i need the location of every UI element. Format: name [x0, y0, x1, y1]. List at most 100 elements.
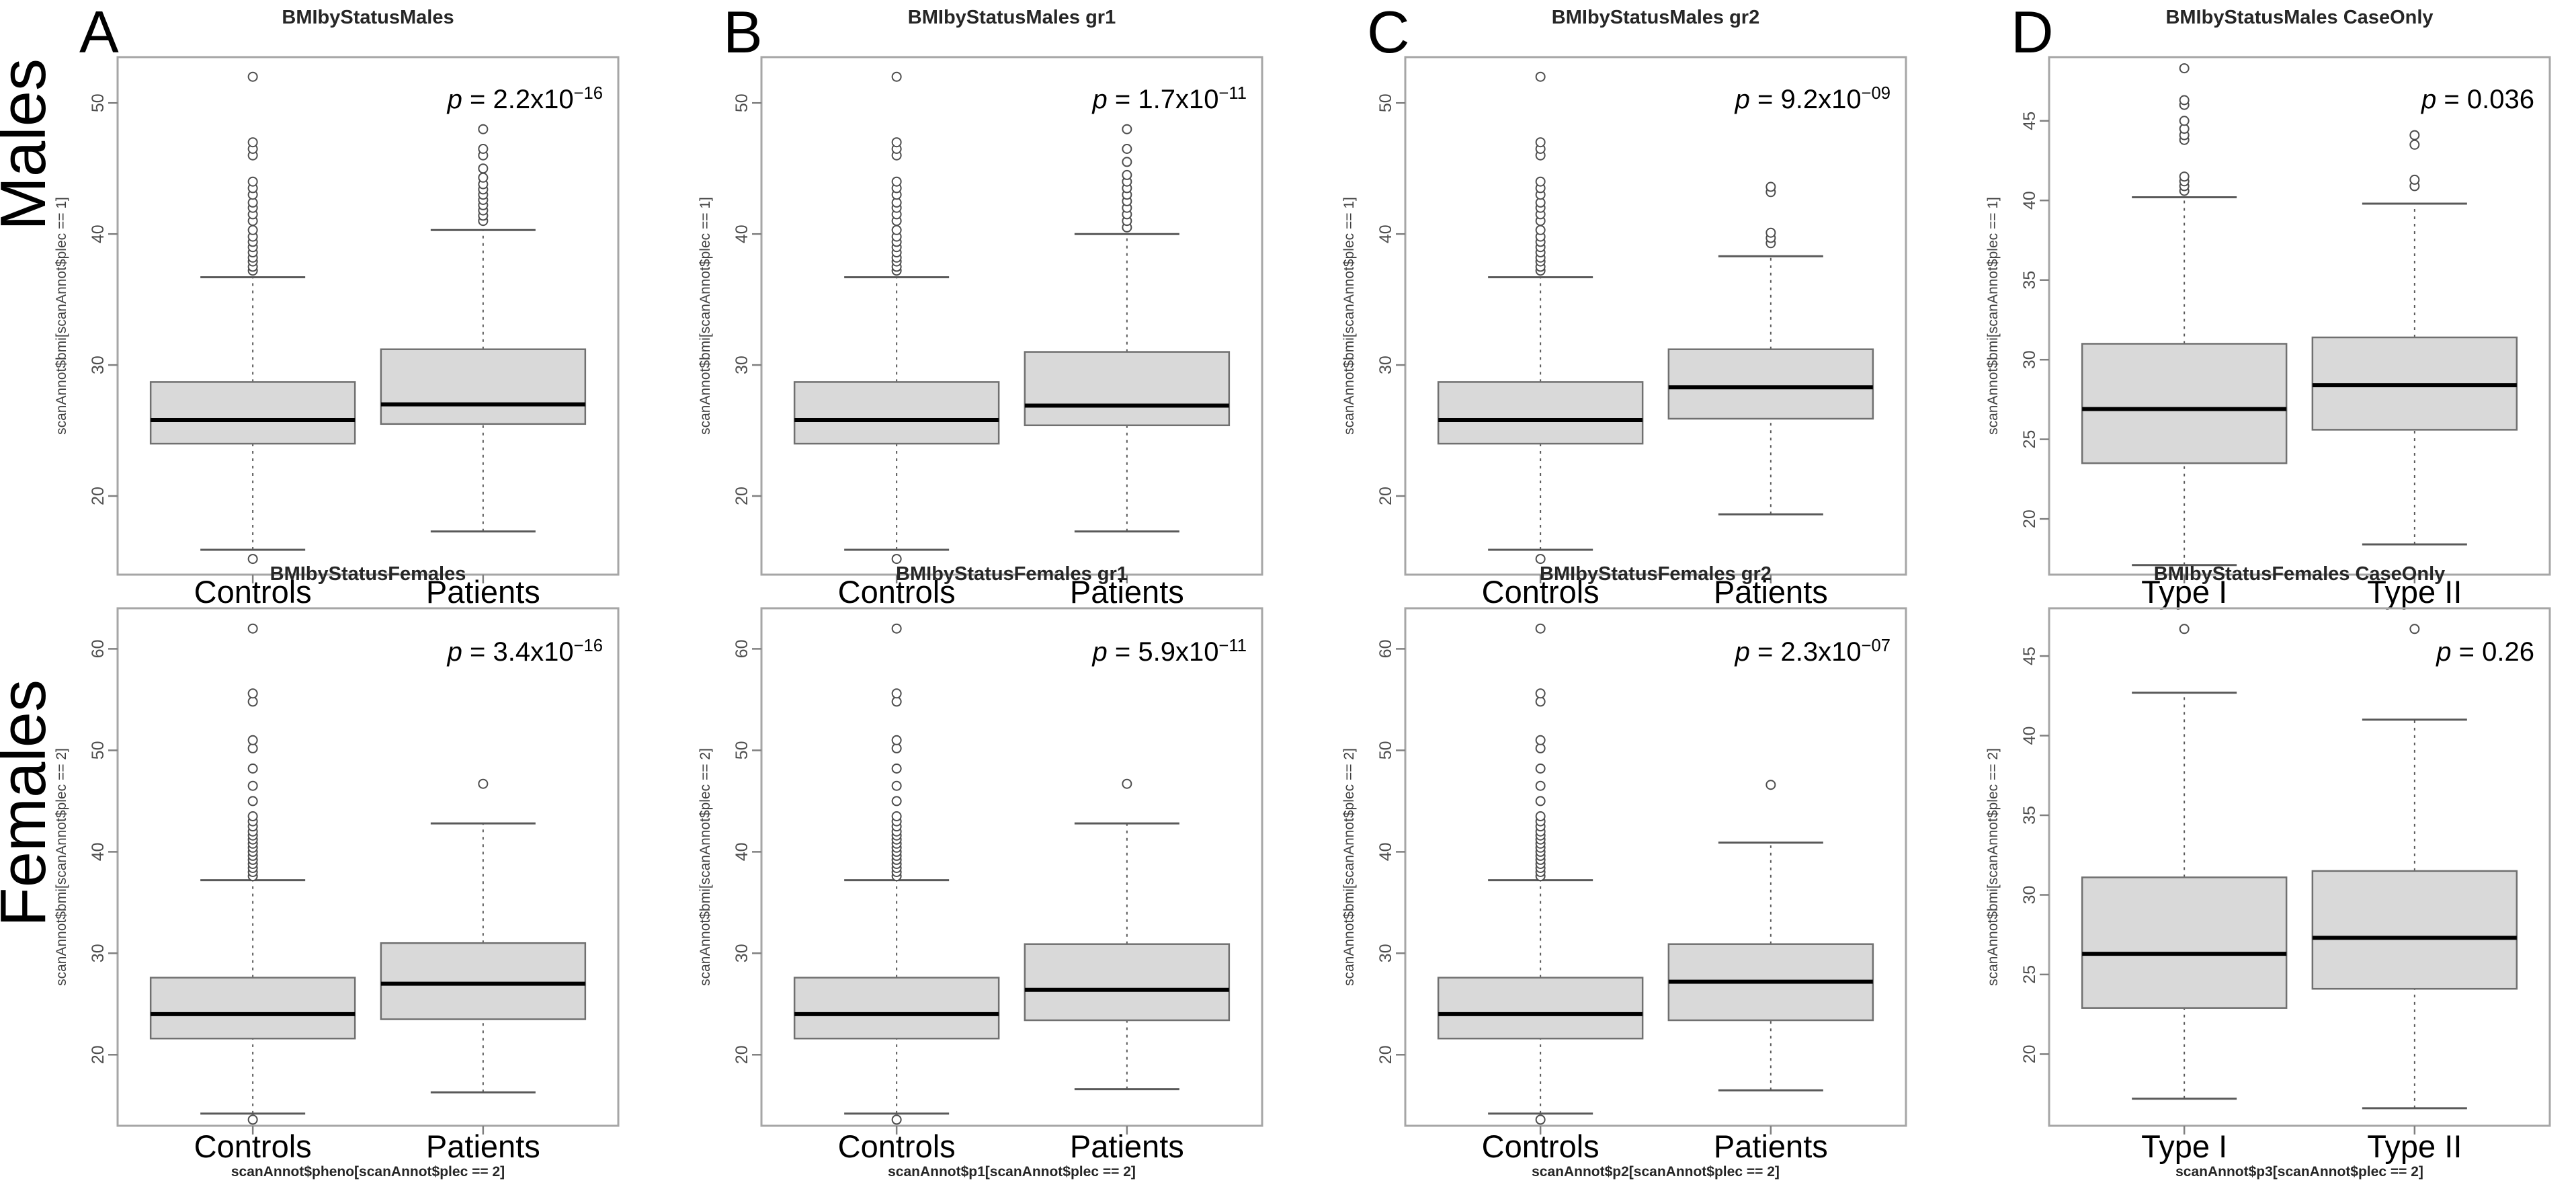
plot-frame	[116, 56, 620, 576]
p-symbol: p	[1092, 85, 1108, 114]
p-value: p = 1.7x10−11	[761, 83, 1247, 115]
y-tick-label: 50	[733, 93, 751, 112]
outlier-point	[247, 735, 258, 745]
outlier-point	[247, 224, 258, 235]
outlier-point	[1535, 176, 1546, 187]
outlier-point	[247, 623, 258, 634]
p-symbol: p	[447, 85, 462, 114]
outlier-point	[891, 224, 902, 235]
p-exponent: −16	[573, 636, 603, 655]
outlier-point	[478, 144, 489, 154]
y-tick-label: 50	[89, 741, 108, 759]
outlier-point	[1765, 780, 1776, 790]
x-category-label: Type II	[2367, 1128, 2462, 1164]
y-tick-label: 30	[733, 356, 751, 374]
outlier-point	[2409, 130, 2420, 140]
boxplot-svg: 20 30 40 50 60 scanAnnot$bmi[scanAnnot$plec =…	[1341, 607, 1907, 1135]
x-category-label: Controls	[194, 1128, 312, 1164]
outlier-point	[247, 780, 258, 791]
p-equals: =	[1107, 637, 1138, 667]
p-exponent: −11	[1218, 83, 1247, 103]
outlier-point	[1122, 169, 1132, 180]
p-value: p = 2.3x10−07	[1405, 636, 1891, 667]
p-value: p = 0.26	[2049, 637, 2534, 667]
iqr-box	[1024, 943, 1231, 1022]
y-tick-label: 20	[89, 487, 108, 505]
outlier-point	[1535, 1114, 1546, 1125]
y-tick-label: 60	[733, 639, 751, 658]
outlier-point	[1535, 764, 1546, 774]
iqr-box	[380, 348, 587, 425]
outlier-point	[247, 71, 258, 82]
outlier-point	[247, 743, 258, 753]
outlier-point	[2409, 139, 2420, 150]
outlier-point	[2409, 624, 2420, 634]
y-tick-label: 50	[89, 93, 108, 112]
y-tick-label: 20	[1376, 1045, 1395, 1064]
y-tick-label: 30	[1376, 944, 1395, 962]
y-tick-label: 30	[733, 944, 751, 962]
p-equals: =	[2451, 637, 2483, 667]
p-equals: =	[462, 637, 493, 667]
boxplot-svg: 20 25 30 35 40 45 scanAnnot$bmi[scanAnnot$plec…	[1985, 56, 2551, 583]
outlier-point	[1535, 554, 1546, 565]
x-category-label: Controls	[1481, 574, 1599, 610]
y-tick-label: 30	[89, 944, 108, 962]
axis-caption: scanAnnot$p2[scanAnnot$plec == 2]	[1532, 1164, 1780, 1180]
outlier-point	[1535, 224, 1546, 235]
outlier-point	[1535, 71, 1546, 82]
y-tick-label: 40	[733, 842, 751, 861]
boxplot-svg: 20 30 40 50 scanAnnot$bmi[scanAnnot$plec == …	[698, 56, 1263, 583]
y-tick-label: 30	[2020, 350, 2039, 369]
plot-frame	[760, 56, 1263, 576]
outlier-point	[2179, 171, 2190, 182]
p-value: p = 2.2x10−16	[118, 84, 603, 115]
y-axis-label: scanAnnot$bmi[scanAnnot$plec == 1]	[1985, 197, 2001, 435]
outlier-point	[247, 696, 258, 707]
outlier-point	[478, 172, 489, 183]
outlier-point	[2179, 95, 2190, 106]
outlier-point	[247, 811, 258, 821]
p-equals: =	[2436, 85, 2467, 114]
y-tick-label: 40	[2020, 727, 2039, 745]
outlier-point	[2179, 116, 2190, 126]
outlier-point	[1535, 780, 1546, 791]
x-category-label: Type I	[2141, 574, 2228, 610]
panel-title: BMIbyStatusMales	[282, 7, 454, 28]
outlier-point	[891, 688, 902, 699]
y-tick-label: 50	[733, 741, 751, 759]
plot-frame	[2048, 56, 2551, 576]
x-category-label: Controls	[837, 574, 956, 610]
iqr-box	[1667, 348, 1874, 420]
panel-title: BMIbyStatusMales gr1	[907, 7, 1116, 28]
panel-males-2: 20 30 40 50 scanAnnot$bmi[scanAnnot$plec == …	[1288, 0, 1931, 610]
x-category-label: Patients	[425, 574, 540, 610]
outlier-point	[891, 796, 902, 807]
boxplot-svg: 20 30 40 50 scanAnnot$bmi[scanAnnot$plec == …	[54, 56, 620, 583]
panel-letter-C: C	[1367, 0, 1410, 65]
p-equals: =	[1749, 85, 1781, 114]
outlier-point	[1535, 688, 1546, 699]
outlier-point	[247, 137, 258, 148]
y-tick-label: 60	[1376, 639, 1395, 658]
y-tick-label: 40	[1376, 224, 1395, 243]
iqr-box	[1437, 977, 1644, 1040]
p-symbol: p	[1735, 85, 1750, 114]
outlier-point	[1765, 227, 1776, 238]
panel-males-1: 20 30 40 50 scanAnnot$bmi[scanAnnot$plec == …	[644, 0, 1288, 610]
outlier-point	[247, 554, 258, 565]
p-exponent: −11	[1218, 636, 1247, 655]
iqr-box	[2081, 876, 2288, 1009]
panel-letter-B: B	[723, 0, 763, 65]
outlier-point	[891, 554, 902, 565]
y-tick-label: 30	[1376, 356, 1395, 374]
y-tick-label: 40	[733, 224, 751, 243]
panel-letter-A: A	[79, 0, 119, 65]
y-tick-label: 20	[1376, 487, 1395, 505]
x-category-label: Controls	[194, 574, 312, 610]
p-value: p = 0.036	[2049, 85, 2534, 115]
plot-frame	[1404, 56, 1907, 576]
axis-caption: scanAnnot$p1[scanAnnot$plec == 2]	[888, 1164, 1136, 1180]
outlier-point	[891, 1114, 902, 1125]
